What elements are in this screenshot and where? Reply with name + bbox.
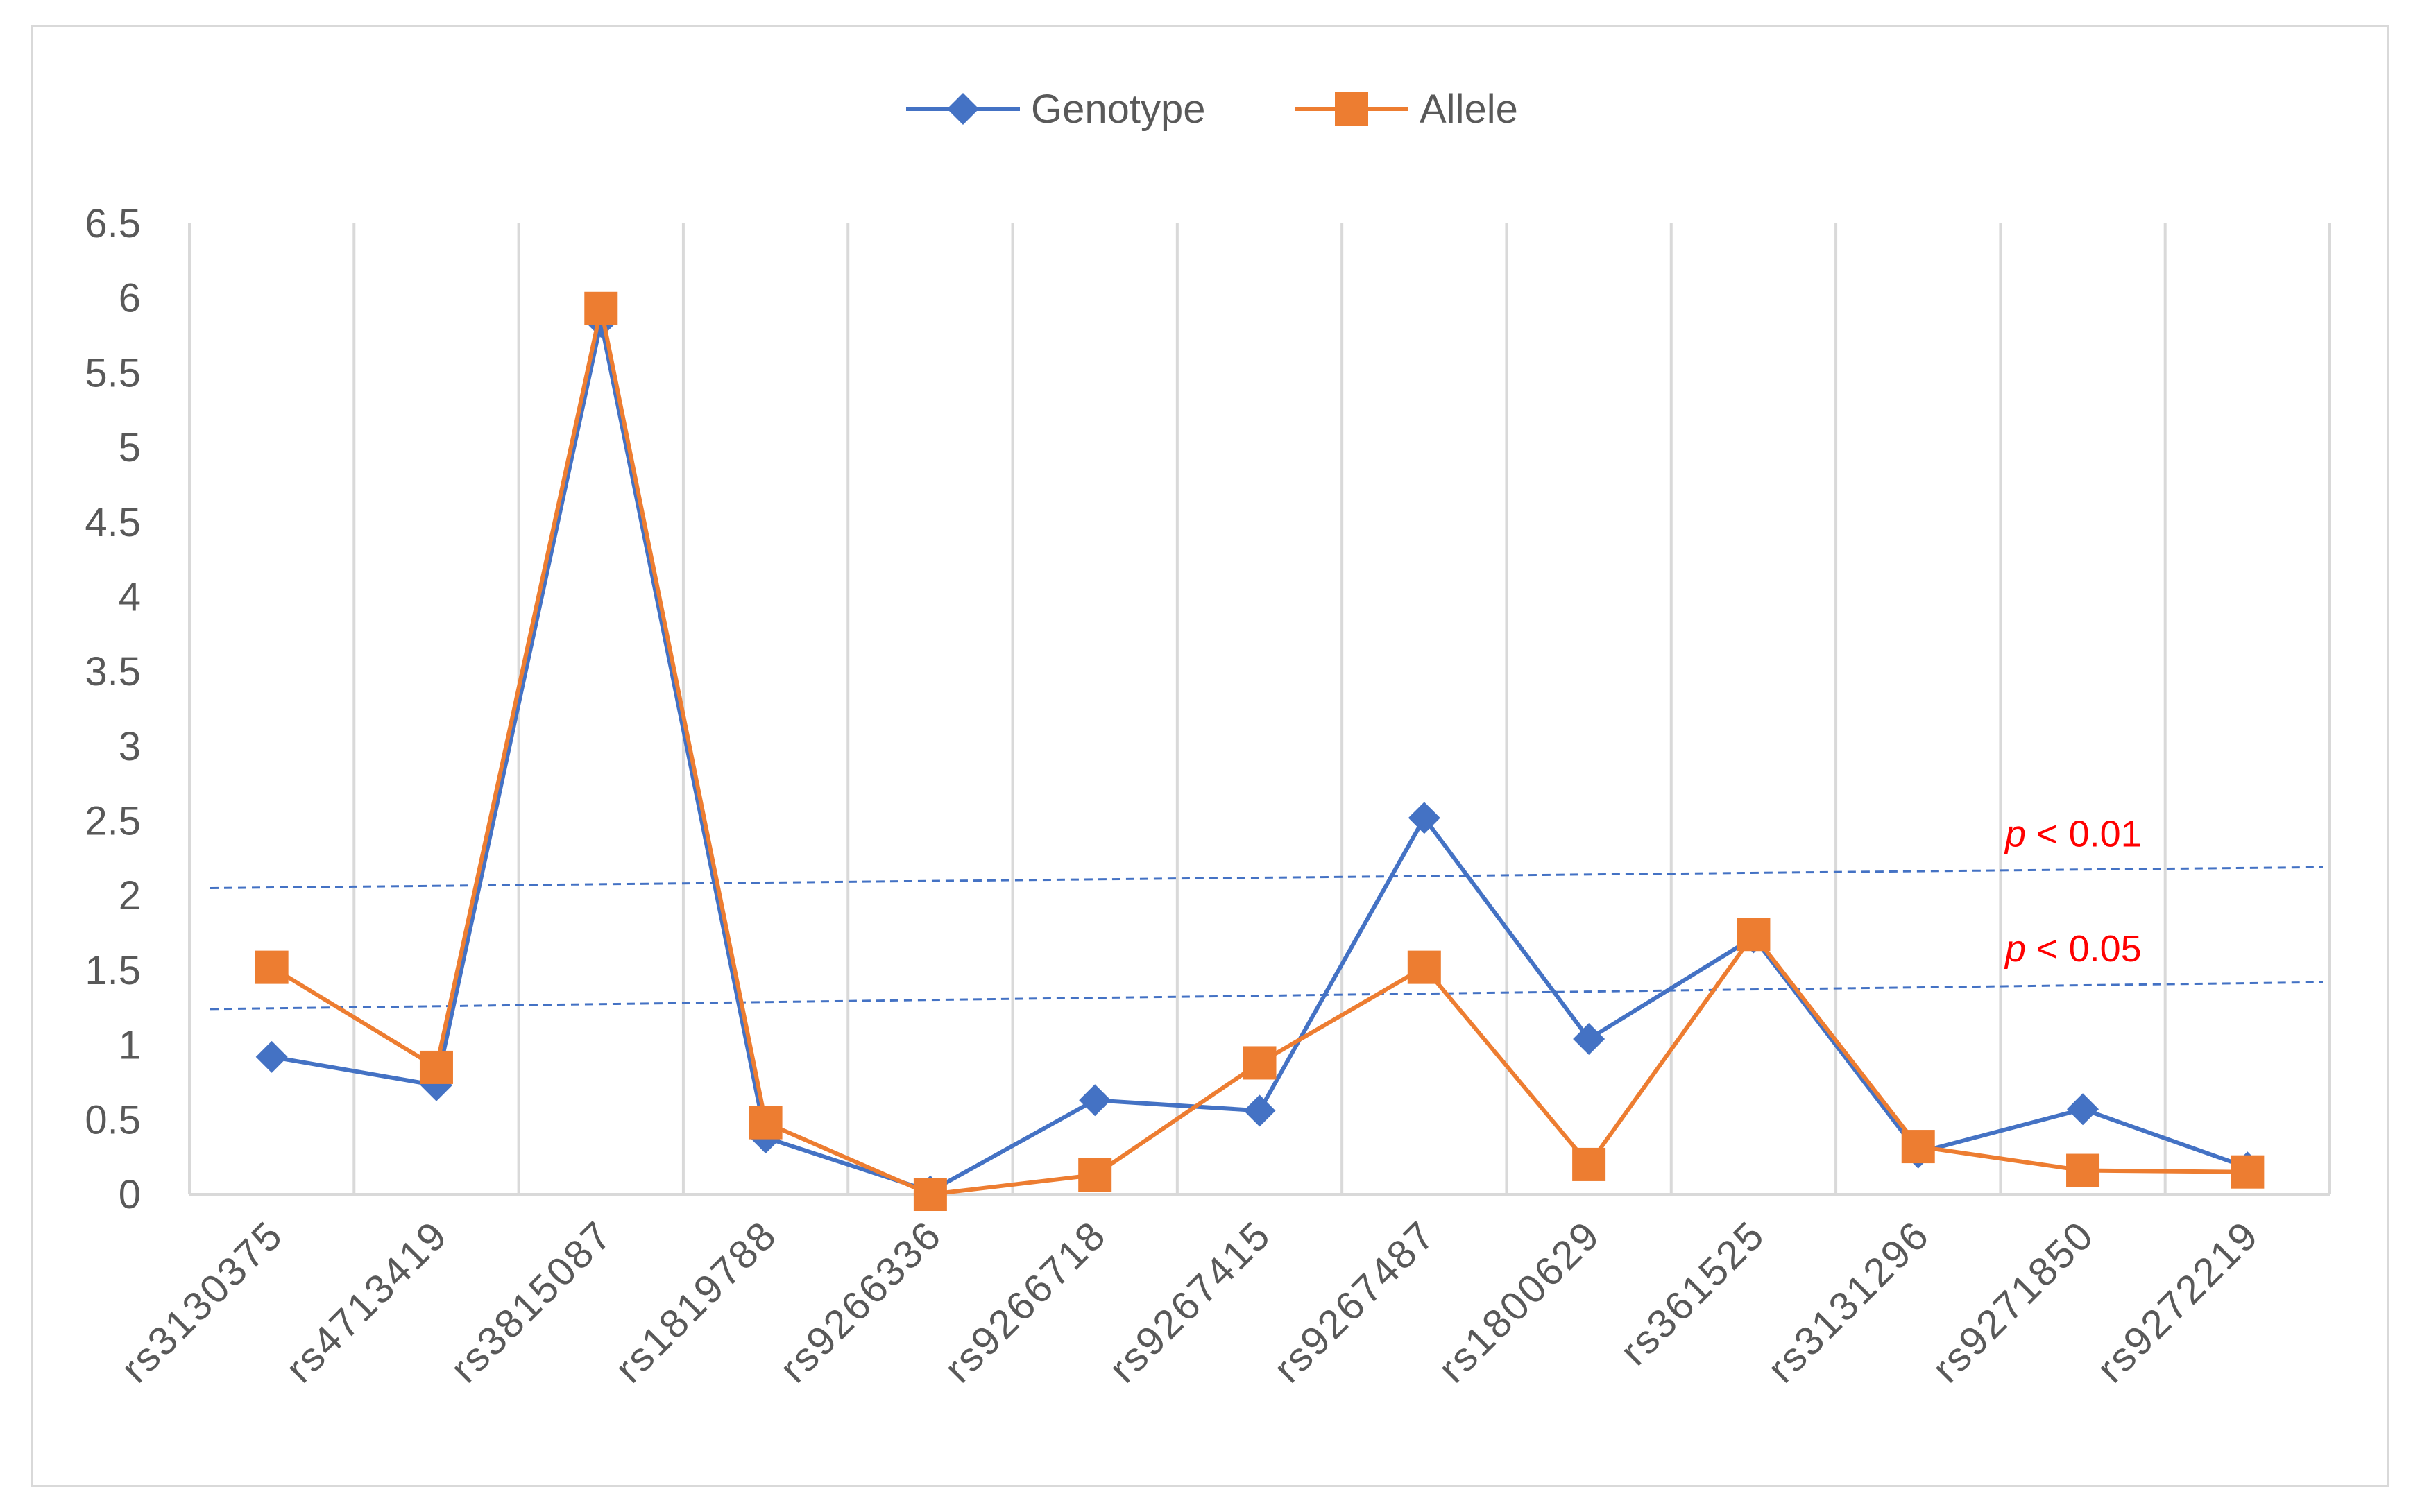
chart-frame [31,25,2389,1487]
y-tick-label: 6.5 [85,201,141,246]
allele-point [584,291,618,325]
reference-line-label: p < 0.05 [2004,928,2142,970]
allele-point [255,950,289,984]
genotype-point [1079,1084,1111,1117]
y-tick-label: 4 [119,574,141,619]
allele-point [749,1106,783,1140]
genotype-point [1573,1023,1605,1055]
x-tick-label: rs9267487 [1265,1212,1445,1391]
y-tick-label: 2 [119,873,141,918]
legend-item-allele: Allele [1295,87,1518,132]
allele-point [913,1178,947,1211]
y-tick-label: 5.5 [85,350,141,395]
x-tick-label: rs3130375 [112,1212,292,1391]
legend-marker [947,93,979,125]
allele-point [1243,1046,1277,1080]
reference-line-label: p < 0.01 [2004,813,2142,854]
y-tick-label: 6 [119,276,141,321]
legend-marker [1335,92,1368,126]
allele-point [2231,1155,2265,1189]
series-allele [255,291,2265,1211]
x-tick-label: rs1819788 [606,1212,786,1391]
x-tick-label: rs9267415 [1100,1212,1280,1391]
legend-label: Allele [1420,87,1518,132]
x-tick-label: rs361525 [1612,1212,1774,1374]
allele-point [2066,1153,2100,1187]
y-tick-label: 3 [119,724,141,769]
axes: 0 0.5 1 1.5 2 2.5 3 3.5 4 4.5 5 5.5 6 6.5 rs3130375rs4… [85,201,2330,1391]
x-tick-label: rs9266336 [771,1212,951,1391]
allele-point [1901,1130,1935,1164]
legend-item-genotype: Genotype [906,87,1206,132]
reference-line [210,981,2324,1011]
y-tick-label: 0 [119,1172,141,1217]
allele-point [1407,950,1441,984]
y-tick-label: 0.5 [85,1097,141,1142]
y-tick-label: 4.5 [85,500,141,545]
y-tick-label: 2.5 [85,799,141,844]
x-tick-label: rs9271850 [1923,1212,2103,1391]
y-tick-label: 5 [119,425,141,470]
reference-lines: p < 0.01 p < 0.05 [210,813,2324,1011]
gridlines [188,223,2331,1194]
genotype-point [255,1040,288,1073]
y-tick-label: 3.5 [85,649,141,694]
x-tick-label: rs9266718 [935,1212,1115,1391]
allele-point [1078,1158,1112,1192]
legend-label: Genotype [1031,87,1206,132]
allele-point [419,1050,453,1084]
x-tick-label: rs3815087 [442,1212,622,1391]
y-tick-label: 1.5 [85,948,141,993]
reference-line [210,866,2324,889]
genotype-point [2067,1093,2099,1126]
x-tick-label: rs3131296 [1759,1212,1938,1391]
legend: Genotype Allele [906,87,1518,132]
y-tick-label: 1 [119,1023,141,1068]
genotype-point [1243,1094,1276,1127]
x-tick-label: rs4713419 [277,1212,457,1391]
x-tick-label: rs1800629 [1429,1212,1609,1391]
series-layer [255,291,2265,1211]
x-tick-label: rs9272219 [2088,1212,2268,1391]
allele-point [1737,918,1771,952]
allele-point [1572,1147,1606,1181]
genotype-point [1408,802,1440,834]
